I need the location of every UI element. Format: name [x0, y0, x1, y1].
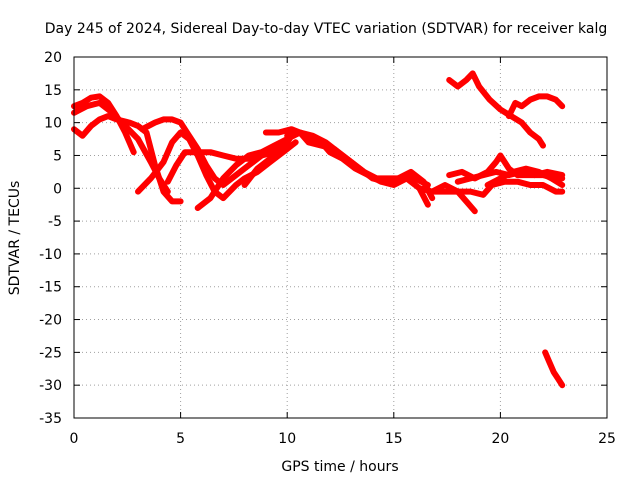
y-axis-title: SDTVAR / TECUs [7, 181, 23, 296]
x-tick-label: 20 [491, 431, 509, 447]
x-tick-label: 25 [598, 431, 616, 447]
series-arc-17 [505, 93, 566, 120]
x-tick-label: 10 [278, 431, 296, 447]
y-tick-label: 10 [44, 116, 62, 132]
y-tick-label: 0 [53, 181, 62, 197]
series-arc-18 [542, 349, 566, 389]
plot-frame [73, 56, 608, 419]
y-tick-label: -30 [39, 378, 62, 394]
series-arc-6 [164, 145, 291, 185]
series-arc-2 [71, 113, 184, 205]
y-tick-label: -15 [39, 280, 62, 296]
chart-title: Day 245 of 2024, Sidereal Day-to-day VTE… [45, 21, 607, 37]
series-arc-15 [484, 165, 566, 188]
series-arc-12 [429, 182, 478, 215]
series-group [71, 70, 566, 389]
series-arc-16 [446, 70, 546, 149]
y-tick-label: -35 [39, 411, 62, 427]
y-tick-label: 15 [44, 83, 62, 99]
y-tick-label: -25 [39, 345, 62, 361]
y-tick-label: -10 [39, 247, 62, 263]
series-arc-10 [284, 129, 431, 208]
y-tick-label: -20 [39, 313, 62, 329]
axes: 0 5 10 15 20 25 -35 -30 -25 -20 -15 -10 -5 0 5 10 15 20 [39, 50, 616, 447]
x-tick-label: 5 [176, 431, 185, 447]
y-tick-label: 5 [53, 148, 62, 164]
x-tick-label: 15 [385, 431, 403, 447]
series-arc-1 [71, 93, 137, 156]
y-tick-label: 20 [44, 50, 62, 66]
x-tick-label: 0 [70, 431, 79, 447]
grid [74, 57, 607, 418]
y-tick-label: -5 [48, 214, 62, 230]
x-axis-title: GPS time / hours [281, 459, 398, 475]
